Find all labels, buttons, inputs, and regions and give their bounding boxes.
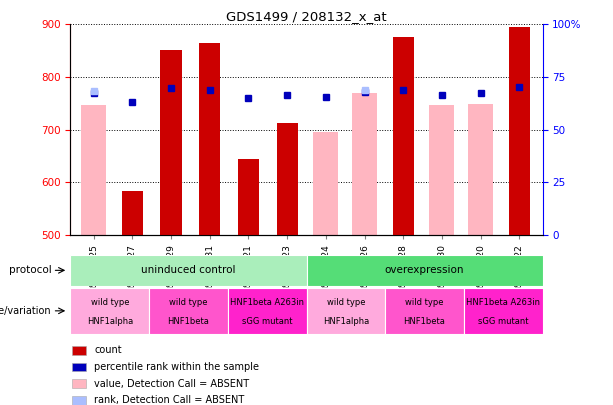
Text: genotype/variation: genotype/variation <box>0 306 51 316</box>
Bar <box>429 105 454 235</box>
Bar <box>70 255 306 286</box>
Text: HNF1beta: HNF1beta <box>167 317 210 326</box>
Bar <box>238 159 259 235</box>
Bar <box>306 255 543 286</box>
Text: HNF1beta A263in: HNF1beta A263in <box>466 298 540 307</box>
Bar <box>464 288 543 334</box>
Text: overexpression: overexpression <box>385 265 464 275</box>
Text: HNF1beta: HNF1beta <box>403 317 446 326</box>
Text: wild type: wild type <box>327 298 365 307</box>
Bar <box>306 288 385 334</box>
Bar <box>313 132 338 235</box>
Bar <box>468 104 493 235</box>
Bar <box>392 37 414 235</box>
Title: GDS1499 / 208132_x_at: GDS1499 / 208132_x_at <box>226 10 387 23</box>
Text: value, Detection Call = ABSENT: value, Detection Call = ABSENT <box>94 379 249 389</box>
Bar <box>509 27 530 235</box>
Bar <box>72 379 86 388</box>
Bar <box>228 288 306 334</box>
Text: percentile rank within the sample: percentile rank within the sample <box>94 362 259 372</box>
Bar <box>276 123 298 235</box>
Bar <box>161 50 181 235</box>
Bar <box>72 362 86 371</box>
Bar <box>72 346 86 354</box>
Text: count: count <box>94 345 122 355</box>
Text: rank, Detection Call = ABSENT: rank, Detection Call = ABSENT <box>94 395 245 405</box>
Bar <box>72 396 86 405</box>
Text: sGG mutant: sGG mutant <box>242 317 292 326</box>
Bar <box>81 105 106 235</box>
Bar <box>122 191 143 235</box>
Text: protocol: protocol <box>9 265 51 275</box>
Bar <box>149 288 228 334</box>
Text: HNF1beta A263in: HNF1beta A263in <box>230 298 304 307</box>
Text: wild type: wild type <box>91 298 129 307</box>
Text: HNF1alpha: HNF1alpha <box>322 317 369 326</box>
Text: wild type: wild type <box>169 298 208 307</box>
Text: HNF1alpha: HNF1alpha <box>86 317 133 326</box>
Bar <box>199 43 221 235</box>
Bar <box>352 93 377 235</box>
Bar <box>70 288 149 334</box>
Text: uninduced control: uninduced control <box>141 265 236 275</box>
Text: wild type: wild type <box>405 298 444 307</box>
Text: sGG mutant: sGG mutant <box>478 317 528 326</box>
Bar <box>385 288 464 334</box>
